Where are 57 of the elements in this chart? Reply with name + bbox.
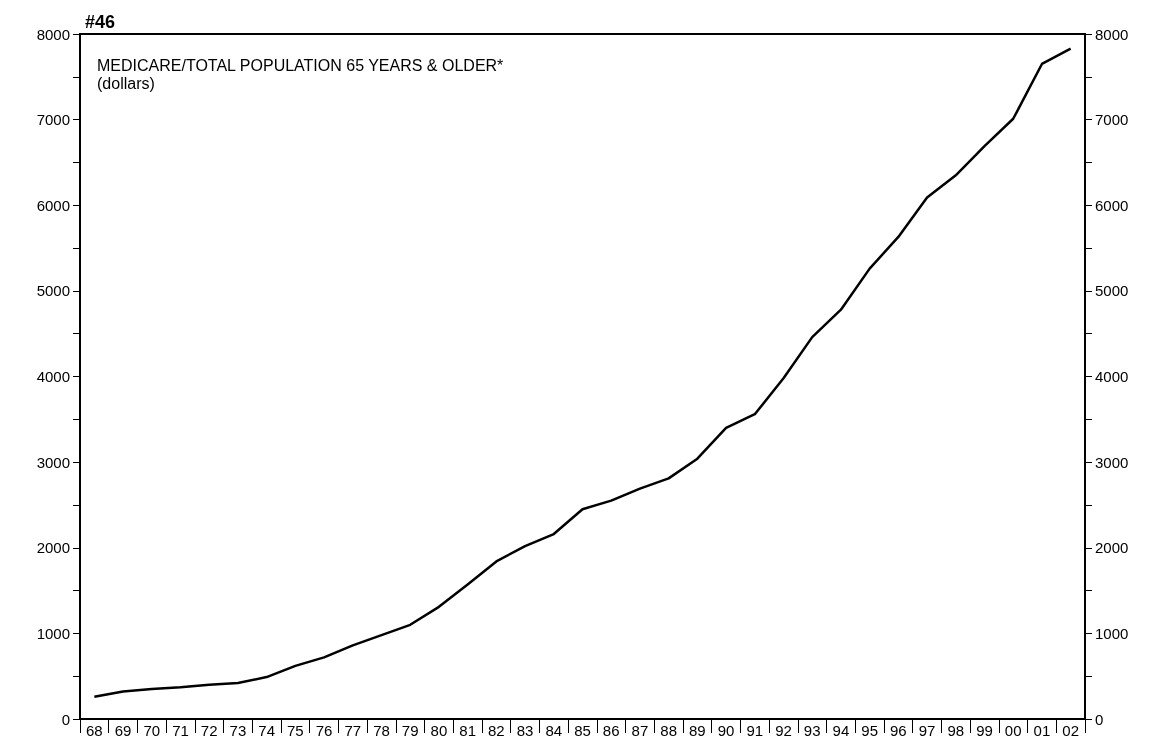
line-series bbox=[93, 47, 1072, 698]
y-tick-label: 8000 bbox=[36, 25, 70, 43]
y-tick-label: 5000 bbox=[36, 282, 70, 300]
x-tick-label: 73 bbox=[229, 722, 247, 739]
x-tick-label: 83 bbox=[516, 722, 534, 739]
y-tick-label: 2000 bbox=[36, 539, 70, 557]
x-tick-label: 96 bbox=[890, 722, 907, 739]
x-tick-label: 95 bbox=[861, 722, 878, 739]
x-tick-label: 77 bbox=[344, 722, 362, 739]
y2-tick-label: 5000 bbox=[1095, 282, 1129, 300]
x-tick-label: 76 bbox=[315, 722, 333, 739]
x-tick-label: 88 bbox=[660, 722, 677, 739]
x-tick-label: 80 bbox=[430, 722, 448, 739]
y-tick-label: 7000 bbox=[36, 111, 70, 129]
x-tick-label: 86 bbox=[602, 722, 620, 739]
y2-tick-label: 0 bbox=[1095, 710, 1104, 728]
x-tick-label: 72 bbox=[200, 722, 218, 739]
y-tick-label: 0 bbox=[61, 710, 70, 728]
x-tick-label: 68 bbox=[86, 722, 103, 739]
x-tick-label: 02 bbox=[1062, 722, 1079, 739]
x-tick-label: 84 bbox=[545, 722, 563, 739]
x-tick-label: 79 bbox=[401, 722, 419, 739]
y2-tick-label: 4000 bbox=[1095, 368, 1129, 385]
x-tick-label: 85 bbox=[574, 722, 591, 739]
x-tick-label: 69 bbox=[114, 722, 132, 739]
x-tick-label: 94 bbox=[832, 722, 850, 739]
x-tick-label: 74 bbox=[258, 722, 275, 739]
text: MEDICARE/TOTAL POPULATION 65 YEARS & OLDER* bbox=[97, 56, 504, 74]
y-tick-label: 6000 bbox=[36, 196, 70, 214]
x-tick-label: 89 bbox=[689, 722, 706, 739]
text: (dollars) bbox=[97, 74, 155, 92]
x-tick-label: 71 bbox=[172, 722, 189, 739]
x-tick-label: 87 bbox=[631, 722, 649, 739]
y-tick-label: 4000 bbox=[36, 368, 70, 385]
x-tick-label: 93 bbox=[803, 722, 821, 739]
x-tick-label: 82 bbox=[488, 722, 505, 739]
text: #46 bbox=[85, 12, 116, 32]
x-tick-label: 99 bbox=[976, 722, 993, 739]
x-tick-label: 98 bbox=[947, 722, 965, 739]
y2-tick-label: 6000 bbox=[1095, 196, 1129, 214]
y2-tick-label: 8000 bbox=[1095, 25, 1129, 43]
x-tick-label: 75 bbox=[287, 722, 304, 739]
y2-tick-label: 1000 bbox=[1095, 624, 1129, 642]
x-tick-label: 70 bbox=[143, 722, 161, 739]
x-tick-label: 81 bbox=[459, 722, 476, 739]
x-tick-label: 01 bbox=[1033, 722, 1051, 739]
x-tick-label: 78 bbox=[373, 722, 390, 739]
y-tick-label: 3000 bbox=[36, 453, 70, 471]
x-tick-label: 97 bbox=[918, 722, 936, 739]
y-tick-label: 1000 bbox=[36, 624, 70, 642]
x-tick-label: 90 bbox=[717, 722, 735, 739]
y2-tick-label: 7000 bbox=[1095, 111, 1129, 129]
x-tick-label: 00 bbox=[1004, 722, 1022, 739]
y2-tick-label: 3000 bbox=[1095, 453, 1129, 471]
x-tick-label: 92 bbox=[775, 722, 792, 739]
x-tick-label: 91 bbox=[746, 722, 764, 739]
y2-tick-label: 2000 bbox=[1095, 539, 1129, 557]
